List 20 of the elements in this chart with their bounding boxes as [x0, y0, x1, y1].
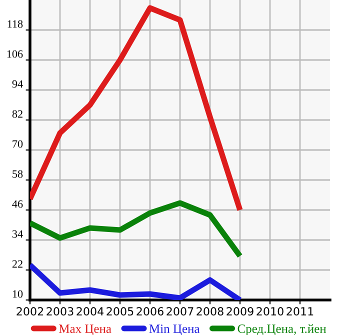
y-tick-label: 118 [8, 20, 23, 28]
y-tick-label: 34 [12, 230, 23, 238]
x-tick-label: 2006 [136, 307, 164, 316]
y-tick-label: 58 [12, 170, 23, 178]
y-tick-label: 46 [12, 200, 23, 208]
y-tick-label: 106 [7, 50, 23, 58]
x-tick-label: 2008 [196, 307, 224, 316]
y-tick-label: 94 [12, 80, 23, 88]
x-tick-label: 2004 [76, 307, 104, 316]
y-tick-label: 70 [12, 140, 23, 148]
y-tick-label: 10 [12, 290, 23, 298]
x-tick-label: 2005 [106, 307, 134, 316]
y-tick-label: 22 [12, 260, 22, 268]
x-tick-label: 2011 [286, 307, 314, 316]
x-tick-label: 2003 [46, 307, 74, 316]
x-tick-label: 2010 [256, 307, 284, 316]
y-tick-label: 82 [12, 110, 22, 118]
x-tick-label: 2002 [16, 307, 44, 316]
x-tick-label: 2009 [226, 307, 254, 316]
x-tick-label: 2007 [166, 307, 194, 316]
